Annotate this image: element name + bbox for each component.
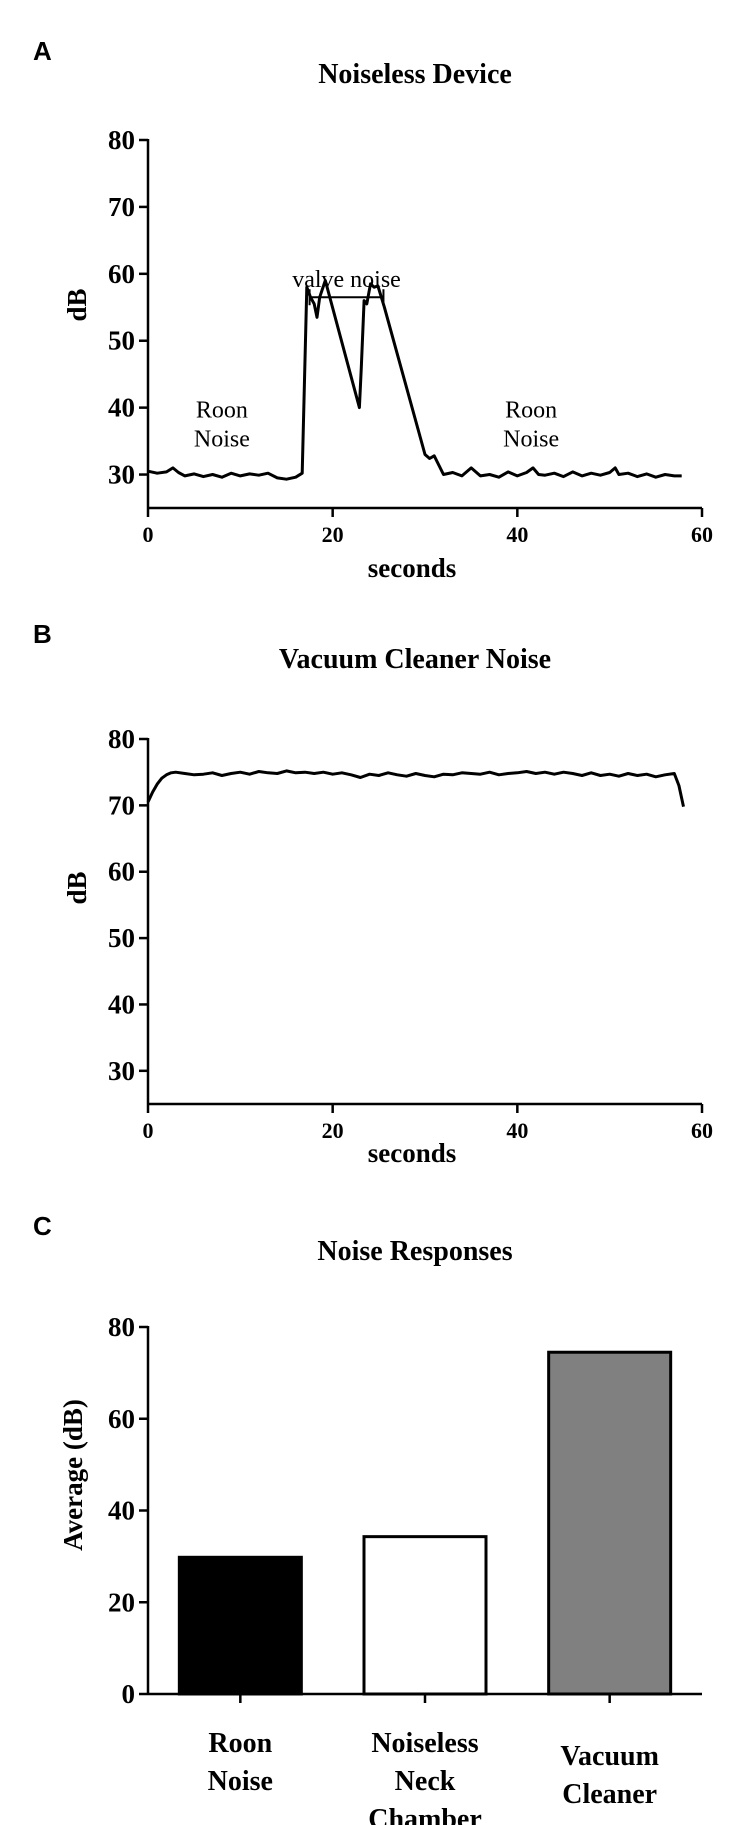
panel-a-ytick-label: 40: [108, 393, 135, 423]
panel-c-ytick-label: 60: [108, 1404, 135, 1434]
valve-noise-label: valve noise: [292, 267, 401, 293]
panel-c-title: Noise Responses: [317, 1236, 512, 1267]
panel-a-xtick-label: 0: [143, 522, 154, 547]
panel-c-category-labels: Roon Noise Noiseless Neck Chamber Vacuum Clean…: [208, 1728, 659, 1825]
panel-a-ylabel: dB: [62, 288, 92, 321]
room-noise-label: Roon: [196, 398, 248, 424]
panel-b-ytick-label: 70: [108, 790, 135, 820]
category-label: Noiseless: [371, 1728, 478, 1759]
panel-a-axes: 30 40 50 60 70 80 0 20 40 60: [108, 125, 713, 547]
panel-a-ytick-label: 70: [108, 192, 135, 222]
panel-a: A Noiseless Device dB seconds 30 40 50 60 70…: [33, 36, 713, 583]
panel-c-ytick-label: 40: [108, 1496, 135, 1526]
category-label: Vacuum: [560, 1741, 659, 1772]
category-label: Noise: [208, 1766, 273, 1797]
panel-b-xtick-label: 60: [691, 1118, 713, 1143]
panel-a-ytick-label: 60: [108, 259, 135, 289]
panel-c-letter: C: [33, 1211, 52, 1241]
panel-b-xlabel: seconds: [368, 1138, 457, 1168]
room-noise-label: Noise: [194, 426, 250, 452]
bar-1: [362, 1535, 488, 1696]
panel-a-series-line: [147, 279, 682, 481]
panel-b-title: Vacuum Cleaner Noise: [279, 644, 551, 675]
panel-b-ytick-label: 80: [108, 724, 135, 754]
panel-a-ytick-label: 30: [108, 460, 135, 490]
panel-a-xtick-label: 20: [322, 522, 344, 547]
panel-b: B Vacuum Cleaner Noise dB seconds 30 40 50…: [33, 619, 713, 1168]
panel-c: C Noise Responses Average (dB) 0 20 40 60 80…: [33, 1211, 702, 1825]
panel-b-ytick-label: 40: [108, 989, 135, 1019]
panel-b-ytick-label: 60: [108, 857, 135, 887]
panel-c-bars: [177, 1350, 673, 1696]
panel-b-series-line: [146, 769, 685, 808]
room-noise-label: Noise: [503, 426, 559, 452]
category-label: Chamber: [368, 1804, 482, 1825]
panel-a-xtick-label: 60: [691, 522, 713, 547]
panel-b-ytick-label: 50: [108, 923, 135, 953]
panel-a-ytick-label: 50: [108, 326, 135, 356]
panel-c-ytick-label: 0: [122, 1679, 136, 1709]
panel-a-ytick-label: 80: [108, 125, 135, 155]
category-label: Neck: [395, 1766, 456, 1797]
panel-a-xlabel: seconds: [368, 553, 457, 583]
panel-b-xtick-label: 20: [322, 1118, 344, 1143]
room-noise-label: Roon: [505, 398, 557, 424]
panel-a-title: Noiseless Device: [318, 59, 512, 90]
category-label: Roon: [208, 1728, 272, 1759]
panel-c-ytick-label: 20: [108, 1587, 135, 1617]
panel-c-ylabel: Average (dB): [58, 1399, 88, 1551]
panel-c-ytick-label: 80: [108, 1312, 135, 1342]
panel-b-axes: 30 40 50 60 70 80 0 20 40 60: [108, 724, 713, 1143]
panel-b-xtick-label: 40: [506, 1118, 528, 1143]
panel-b-letter: B: [33, 619, 52, 649]
panel-b-ylabel: dB: [62, 871, 92, 904]
panel-a-letter: A: [33, 36, 52, 66]
panel-b-ytick-label: 30: [108, 1056, 135, 1086]
category-label: Cleaner: [562, 1779, 657, 1810]
bar-0: [177, 1555, 303, 1696]
panel-b-xtick-label: 0: [143, 1118, 154, 1143]
panel-a-xtick-label: 40: [506, 522, 528, 547]
bar-2: [547, 1350, 673, 1696]
